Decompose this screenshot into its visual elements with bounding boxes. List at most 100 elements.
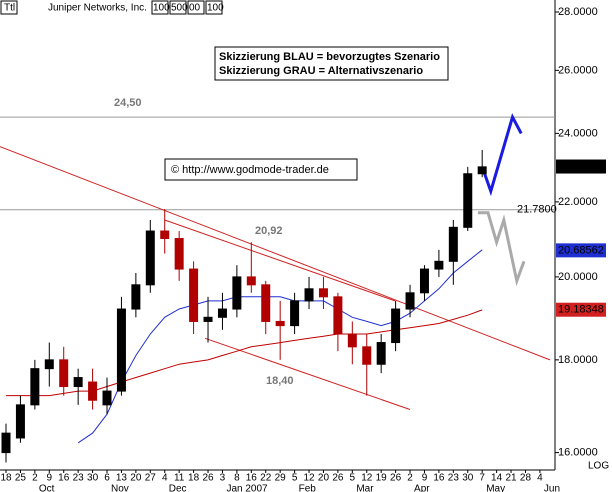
trend-line [480, 113, 523, 197]
month-label: Nov [111, 484, 129, 492]
note: Skizzierung GRAU = Alternativszenario [219, 65, 423, 77]
candle-body [102, 390, 112, 406]
candle-body [217, 308, 227, 318]
x-tick-label: 18 [188, 473, 200, 484]
candle-body [30, 368, 40, 406]
x-tick-label: 29 [275, 473, 287, 484]
setting-box [205, 0, 223, 15]
x-tick-label: 4 [162, 473, 168, 484]
price-label: 19.18348 [558, 304, 604, 316]
month-label: May [486, 484, 505, 492]
candle-body [419, 268, 429, 294]
month-label: Jan 2007 [226, 484, 268, 492]
x-tick-label: 28 [520, 473, 532, 484]
setting-box [151, 0, 169, 15]
y-tick-label: 22.0000 [558, 196, 598, 208]
month-label: Jun [544, 484, 560, 492]
price-label-box [556, 302, 606, 317]
x-tick-label: 16 [246, 473, 258, 484]
chart-title: Juniper Networks, Inc. [48, 3, 147, 14]
x-tick-label: 5 [350, 473, 356, 484]
candle-body [477, 166, 487, 175]
x-tick-label: 6 [104, 473, 110, 484]
trend-line [0, 146, 551, 361]
candle-body [131, 284, 141, 310]
month-label: Mar [356, 484, 374, 492]
candle-body [318, 288, 328, 298]
candle-body [362, 346, 372, 365]
y-tick-label: 18.0000 [558, 354, 598, 366]
month-label: Apr [414, 484, 430, 492]
x-tick-label: 13 [116, 473, 128, 484]
x-tick-label: 7 [479, 473, 485, 484]
month-label: Oct [39, 484, 55, 492]
x-tick-label: 9 [47, 473, 53, 484]
candle-body [463, 173, 473, 228]
x-tick-label: 2 [407, 473, 413, 484]
x-tick-label: 2 [32, 473, 38, 484]
copyright: © http://www.godmode-trader.de [171, 164, 329, 176]
price-label: 20.68562 [558, 244, 604, 256]
candle-body [391, 308, 401, 344]
setting: 100 [153, 3, 170, 14]
candle-body [145, 230, 155, 286]
x-tick-label: 30 [87, 473, 99, 484]
y-tick-label: 16.0000 [558, 446, 598, 458]
x-tick-label: 5 [292, 473, 298, 484]
month-label: Feb [299, 484, 317, 492]
setting: 100 [207, 3, 224, 14]
x-tick-label: 26 [332, 473, 344, 484]
candle-body [275, 320, 285, 327]
moving-average [6, 309, 483, 397]
x-tick-label: 20 [318, 473, 330, 484]
setting-box [169, 0, 187, 15]
x-tick-label: 19 [376, 473, 388, 484]
candle-body [290, 300, 300, 327]
candle-body [174, 237, 184, 270]
symbol: Ttl [4, 3, 15, 14]
y-tick-label: 26.0000 [558, 64, 598, 76]
candle-body [347, 333, 357, 348]
candle-body [448, 226, 458, 262]
x-tick-label: 12 [361, 473, 373, 484]
candle-body [73, 377, 83, 388]
candle-body [261, 284, 271, 322]
moving-average [77, 249, 483, 444]
candle-body [246, 276, 256, 286]
x-tick-label: 25 [15, 473, 27, 484]
x-tick-label: 30 [462, 473, 474, 484]
x-tick-label: 8 [234, 473, 240, 484]
candle-body [376, 342, 386, 365]
y-tick-label: 24.0000 [558, 127, 598, 139]
x-tick-label: 4 [537, 473, 543, 484]
x-tick-label: 20 [130, 473, 142, 484]
y-tick-label: 28.0000 [558, 6, 598, 18]
price-label: 21.7800 [517, 204, 557, 216]
price-label-box [556, 243, 606, 258]
price-label: 23.0100 [558, 160, 598, 172]
x-tick-label: 9 [422, 473, 428, 484]
x-tick-label: 22 [260, 473, 272, 484]
candle-body [203, 316, 213, 322]
month-label: Dec [169, 484, 187, 492]
price-label-box [556, 159, 606, 174]
setting: 500 [171, 3, 188, 14]
x-tick-label: 16 [58, 473, 70, 484]
x-tick-label: 16 [433, 473, 445, 484]
x-tick-label: 21 [505, 473, 517, 484]
candle-body [189, 268, 199, 322]
annotation: 18,40 [266, 375, 294, 387]
x-tick-label: 27 [145, 473, 157, 484]
candle-body [116, 308, 126, 392]
x-tick-label: 14 [491, 473, 503, 484]
copyright-box [164, 158, 358, 181]
annotation: 20,92 [255, 225, 283, 237]
annotation: 24,50 [114, 97, 142, 109]
symbol-box [0, 0, 18, 15]
x-tick-label: 23 [448, 473, 460, 484]
note: Skizzierung BLAU = bevorzugtes Szenario [219, 51, 440, 63]
candle-body [434, 260, 444, 270]
candle-body [304, 288, 314, 302]
candle-body [59, 359, 69, 388]
note-box [214, 46, 449, 81]
